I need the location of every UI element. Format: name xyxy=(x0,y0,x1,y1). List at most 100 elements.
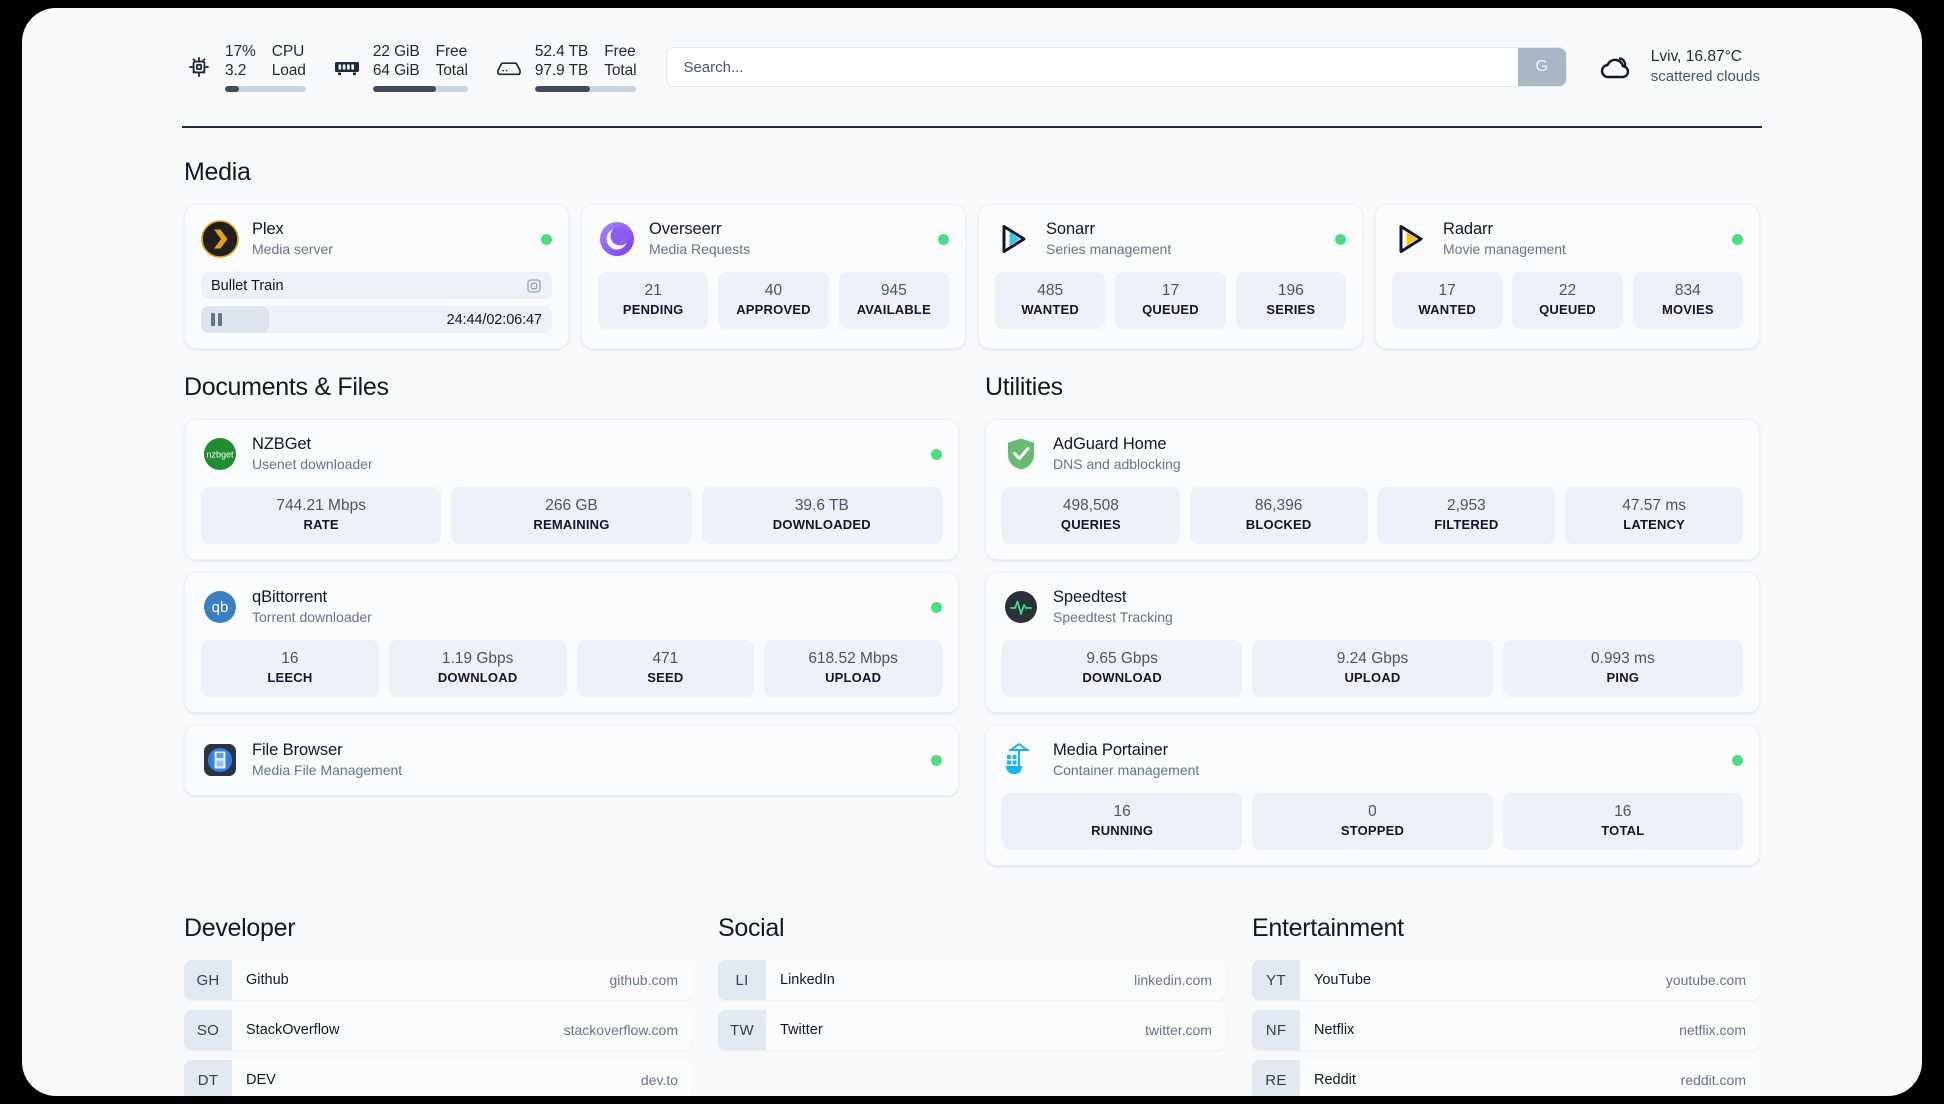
stat-tile-value: 744.21 Mbps xyxy=(276,497,366,514)
service-name: Plex xyxy=(252,220,284,238)
stat-tile-label: SEED xyxy=(647,670,684,685)
stat-tile-label: UPLOAD xyxy=(1344,670,1401,685)
bookmark-item-twitter[interactable]: TW Twitter twitter.com xyxy=(718,1010,1226,1050)
stat-tile: 2,953 FILTERED xyxy=(1377,487,1556,544)
plex-elapsed: 24:44 xyxy=(446,311,483,328)
stat-tile-label: FILTERED xyxy=(1434,517,1499,532)
bookmark-name: StackOverflow xyxy=(246,1022,340,1038)
service-name: Speedtest xyxy=(1053,588,1127,606)
stat-tile: 485 WANTED xyxy=(995,272,1106,329)
service-card-radarr[interactable]: Radarr Movie management 17 WANTED 22 QUE… xyxy=(1375,204,1760,349)
bookmark-abbr: YT xyxy=(1252,960,1300,1000)
bookmark-list: GH Github github.com SO StackOverflow st… xyxy=(184,960,692,1096)
stat-tile: 498,508 QUERIES xyxy=(1002,487,1180,544)
stat-tile-value: 945 xyxy=(880,282,907,299)
service-card-portainer[interactable]: Media Portainer Container management 16 … xyxy=(985,725,1760,866)
stat-tile-value: 498,508 xyxy=(1062,497,1119,514)
stat-tile: 0 STOPPED xyxy=(1252,793,1493,850)
service-name: NZBGet xyxy=(252,435,311,453)
stat-memory-body: 22 GiB 64 GiB Free Total xyxy=(372,42,468,92)
bookmark-list: YT YouTube youtube.com NF Netflix netfli… xyxy=(1252,960,1760,1096)
top-bar: 17% 3.2 CPU Load xyxy=(22,8,1922,126)
stat-disk-values: 52.4 TB 97.9 TB xyxy=(535,42,588,80)
stat-tile: 17 WANTED xyxy=(1392,272,1503,329)
service-card-filebrowser[interactable]: File Browser Media File Management xyxy=(184,725,959,796)
card-title-block: Media Portainer Container management xyxy=(1053,740,1199,780)
stat-tile-value: 86,396 xyxy=(1254,497,1303,514)
bookmark-abbr: GH xyxy=(184,960,232,1000)
card-header: File Browser Media File Management xyxy=(201,740,942,780)
stat-tile: 86,396 BLOCKED xyxy=(1189,487,1368,544)
dashboard-window: 17% 3.2 CPU Load xyxy=(22,8,1922,1096)
service-card-speedtest[interactable]: Speedtest Speedtest Tracking 9.65 Gbps D… xyxy=(985,572,1760,713)
section-title-utilities: Utilities xyxy=(985,373,1063,401)
search-submit-button[interactable]: G xyxy=(1517,48,1566,86)
service-card-adguard[interactable]: AdGuard Home DNS and adblocking 498,508 … xyxy=(985,419,1760,560)
search-input[interactable] xyxy=(667,48,1518,86)
bookmarks-region: Developer GH Github github.com SO StackO… xyxy=(184,914,1760,1096)
portainer-icon xyxy=(1002,741,1040,779)
bookmark-group-title: Social xyxy=(718,914,785,942)
bookmark-name: Reddit xyxy=(1314,1072,1356,1088)
bookmark-item-stackoverflow[interactable]: SO StackOverflow stackoverflow.com xyxy=(184,1010,692,1050)
bookmark-abbr: RE xyxy=(1252,1060,1300,1096)
stat-disk-label-bottom: Total xyxy=(604,62,637,79)
stat-tile-label: WANTED xyxy=(1021,302,1079,317)
disk-icon xyxy=(494,52,524,82)
stat-tiles: 744.21 Mbps RATE 266 GB REMAINING 39.6 T… xyxy=(201,487,942,544)
service-card-qbittorrent[interactable]: qb qBittorrent Torrent downloader xyxy=(184,572,959,713)
pause-icon[interactable] xyxy=(211,313,222,326)
card-header: Plex Media server xyxy=(201,219,552,259)
search-bar[interactable]: G xyxy=(666,47,1567,87)
service-card-plex[interactable]: Plex Media server Bullet Train xyxy=(184,204,569,349)
stat-tile: 9.24 Gbps UPLOAD xyxy=(1252,640,1493,697)
service-card-sonarr[interactable]: Sonarr Series management 485 WANTED 17 Q… xyxy=(978,204,1363,349)
stat-cpu-values: 17% 3.2 xyxy=(225,42,256,80)
stat-memory-label-bottom: Total xyxy=(435,62,468,79)
stat-tile-value: 2,953 xyxy=(1446,497,1486,514)
stat-tile: 16 TOTAL xyxy=(1502,793,1743,850)
service-card-nzbget[interactable]: nzbget NZBGet Usenet downloader 74 xyxy=(184,419,959,560)
stat-tile-value: 0.993 ms xyxy=(1590,650,1655,667)
stat-memory-labels: Free Total xyxy=(436,42,468,80)
bookmark-item-netflix[interactable]: NF Netflix netflix.com xyxy=(1252,1010,1760,1050)
plex-timecode: 24:44/02:06:47 xyxy=(447,312,542,328)
service-name: Media Portainer xyxy=(1053,741,1168,759)
stat-tile: 834 MOVIES xyxy=(1632,272,1743,329)
bookmark-item-reddit[interactable]: RE Reddit reddit.com xyxy=(1252,1060,1760,1096)
bookmark-name: Twitter xyxy=(780,1022,823,1038)
stat-cpu: 17% 3.2 CPU Load xyxy=(184,42,306,92)
service-card-overseerr[interactable]: Overseerr Media Requests 21 PENDING 40 A… xyxy=(581,204,966,349)
stat-tile: 1.19 Gbps DOWNLOAD xyxy=(388,640,567,697)
plex-progress-bar[interactable]: 24:44/02:06:47 xyxy=(201,306,552,333)
bookmark-item-youtube[interactable]: YT YouTube youtube.com xyxy=(1252,960,1760,1000)
weather-widget[interactable]: Lviv, 16.87°C scattered clouds xyxy=(1597,47,1760,87)
bookmark-list: LI LinkedIn linkedin.com TW Twitter twit… xyxy=(718,960,1226,1050)
plex-now-playing-row[interactable]: Bullet Train xyxy=(201,272,552,299)
card-title-block: File Browser Media File Management xyxy=(252,740,402,780)
bookmark-item-linkedin[interactable]: LI LinkedIn linkedin.com xyxy=(718,960,1226,1000)
card-title-block: Sonarr Series management xyxy=(1046,219,1171,259)
bookmark-item-dev[interactable]: DT DEV dev.to xyxy=(184,1060,692,1096)
status-badge xyxy=(931,448,942,460)
documents-card-list: nzbget NZBGet Usenet downloader 74 xyxy=(184,419,959,796)
stat-tile-label: STOPPED xyxy=(1340,823,1405,838)
stat-tile-value: 39.6 TB xyxy=(794,497,849,514)
status-badge xyxy=(1335,233,1346,245)
stat-cpu-percent: 17% xyxy=(225,43,256,60)
stat-tile: 0.993 ms PING xyxy=(1502,640,1743,697)
stat-tile-value: 618.52 Mbps xyxy=(808,650,898,667)
bookmark-name: Netflix xyxy=(1314,1022,1355,1038)
bookmark-abbr: DT xyxy=(184,1060,232,1096)
card-header: Sonarr Series management xyxy=(995,219,1346,259)
stat-tile-value: 1.19 Gbps xyxy=(441,650,514,667)
stat-tile: 196 SERIES xyxy=(1235,272,1346,329)
bookmark-item-github[interactable]: GH Github github.com xyxy=(184,960,692,1000)
stat-tile: 945 AVAILABLE xyxy=(838,272,949,329)
stat-tile-value: 17 xyxy=(1161,282,1180,299)
cast-icon[interactable] xyxy=(526,278,542,294)
bookmark-group-title: Developer xyxy=(184,914,296,942)
bookmark-name: LinkedIn xyxy=(780,972,835,988)
stat-tiles: 16 LEECH 1.19 Gbps DOWNLOAD 471 SEED xyxy=(201,640,942,697)
stat-tile: 39.6 TB DOWNLOADED xyxy=(701,487,942,544)
